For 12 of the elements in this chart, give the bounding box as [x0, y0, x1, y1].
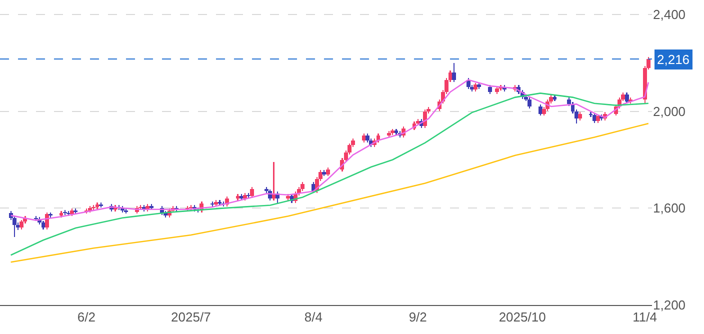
- y-tick-label: 2,400: [653, 7, 686, 22]
- line-series: [10, 92, 650, 256]
- line-series: [10, 79, 650, 221]
- x-tick-label: 8/4: [304, 310, 322, 325]
- x-tick-label: 9/2: [408, 310, 427, 325]
- x-tick-label: 6/2: [77, 310, 96, 325]
- y-tick-label: 1,600: [653, 200, 686, 216]
- x-tick-label: 2025/7: [171, 310, 211, 325]
- y-tick-label: 2,000: [653, 104, 686, 119]
- line-series: [10, 122, 650, 263]
- ref-line-label: 2,216: [657, 52, 690, 67]
- x-tick-label: 2025/10: [498, 310, 546, 325]
